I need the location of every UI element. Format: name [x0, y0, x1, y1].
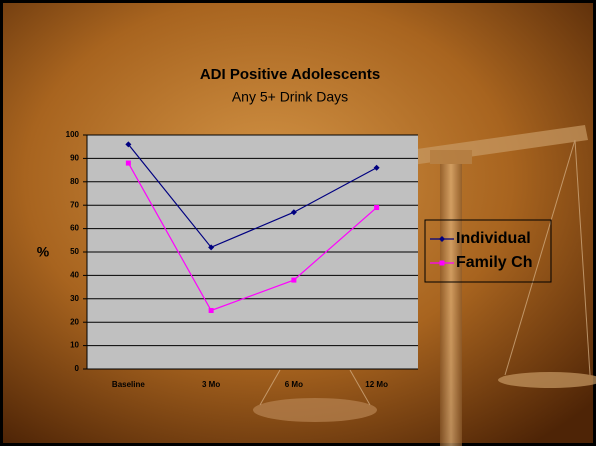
y-tick-label: 0 — [75, 364, 80, 373]
y-tick-label: 40 — [70, 271, 79, 280]
y-axis-label: % — [37, 244, 50, 260]
y-tick-label: 70 — [70, 200, 79, 209]
legend-label: Family Ch — [456, 254, 532, 271]
x-tick-label: 12 Mo — [365, 380, 388, 389]
y-tick-label: 30 — [70, 294, 79, 303]
y-tick-label: 50 — [70, 247, 79, 256]
y-tick-label: 80 — [70, 177, 79, 186]
marker — [209, 308, 214, 313]
legend-label: Individual — [456, 230, 531, 247]
marker — [126, 161, 131, 166]
marker — [440, 261, 445, 266]
x-tick-label: 6 Mo — [285, 380, 303, 389]
y-tick-label: 60 — [70, 224, 79, 233]
slide: ADI Positive Adolescents Any 5+ Drink Da… — [0, 0, 596, 446]
y-tick-label: 10 — [70, 341, 79, 350]
x-tick-label: 3 Mo — [202, 380, 220, 389]
marker — [374, 205, 379, 210]
marker — [291, 278, 296, 283]
chart-title: ADI Positive Adolescents — [200, 66, 380, 83]
y-tick-label: 20 — [70, 317, 79, 326]
y-tick-label: 90 — [70, 154, 79, 163]
y-tick-label: 100 — [66, 130, 80, 139]
x-tick-label: Baseline — [112, 380, 145, 389]
chart-subtitle: Any 5+ Drink Days — [232, 89, 348, 105]
